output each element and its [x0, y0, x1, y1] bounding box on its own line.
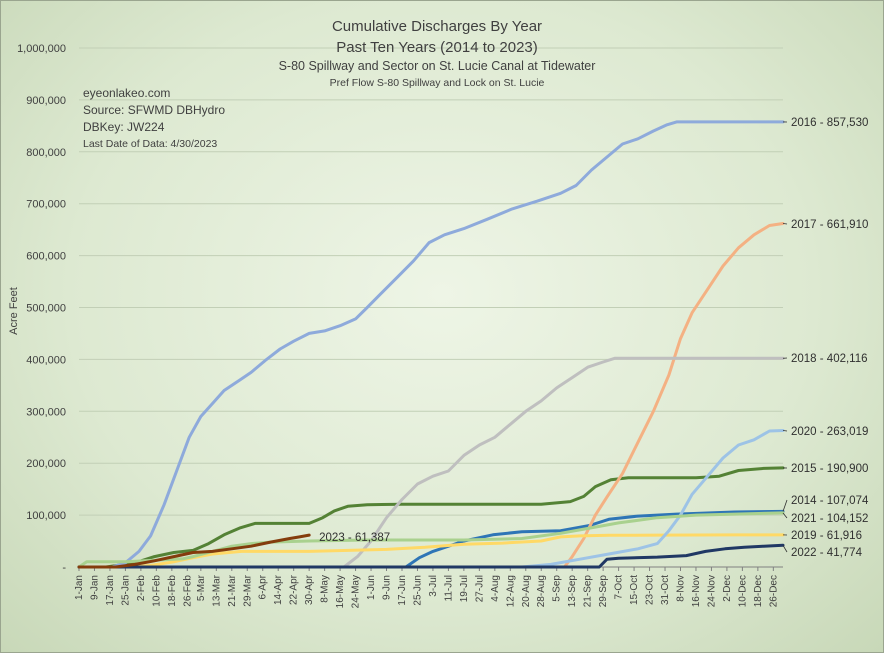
x-tick-label: 12-Aug: [505, 575, 516, 607]
x-tick-label: 26-Dec: [768, 575, 779, 607]
x-tick-label: 25-Jun: [412, 575, 423, 606]
x-tick-label: 13-Sep: [567, 575, 578, 608]
y-tick-label: 300,000: [26, 406, 66, 418]
info-source: Source: SFWMD DBHydro: [83, 103, 225, 117]
series-label-2018: 2018 - 402,116: [791, 353, 868, 365]
series-line-2014: [77, 509, 785, 569]
series-labels: 2014 - 107,074 2015 - 190,900 2016 - 857,5…: [319, 117, 869, 559]
series-label-2015: 2015 - 190,900: [791, 463, 868, 475]
x-tick-label: 21-Mar: [227, 574, 238, 606]
series-label-2023: 2023 - 61,387: [319, 532, 390, 544]
gridlines: [79, 47, 783, 516]
leader-line-2014: [782, 499, 788, 512]
series-line-2018: [77, 356, 785, 569]
leader-line-2021: [782, 512, 788, 519]
x-tick-label: 20-Aug: [521, 575, 532, 607]
x-tick-label: 16-May: [335, 575, 346, 608]
x-tick-label: 6-Apr: [258, 574, 269, 599]
info-site: eyeonlakeo.com: [83, 86, 170, 100]
x-tick-label: 18-Dec: [753, 575, 764, 607]
x-tick-label: 18-Feb: [167, 575, 178, 607]
series-lines: [77, 120, 785, 569]
leader-line-2017: [782, 223, 788, 225]
x-tick-label: 16-Nov: [691, 575, 702, 607]
x-tick-label: 27-Jul: [474, 575, 485, 602]
x-tick-label: 4-Aug: [490, 575, 501, 602]
x-tick-label: 29-Mar: [242, 574, 253, 606]
series-label-2016: 2016 - 857,530: [791, 117, 868, 129]
chart-title: Cumulative Discharges By Year: [332, 18, 542, 35]
series-line-2015: [77, 466, 785, 569]
series-label-2022: 2022 - 41,774: [791, 547, 863, 559]
x-tick-label: 24-Nov: [706, 575, 717, 607]
x-tick-label: 25-Jan: [120, 575, 131, 606]
x-tick-label: 10-Feb: [151, 575, 162, 607]
series-label-2014: 2014 - 107,074: [791, 495, 869, 507]
info-dbkey: DBKey: JW224: [83, 120, 165, 134]
x-tick-label: 7-Oct: [614, 575, 625, 600]
axes: - 100,000 200,000 300,000 400,000 500,000 600,…: [17, 43, 783, 608]
series-label-2021: 2021 - 104,152: [791, 513, 868, 525]
series-line-2020: [77, 429, 785, 569]
y-tick-label: 700,000: [26, 199, 66, 211]
chart-subtitle-2: S-80 Spillway and Sector on St. Lucie Ca…: [279, 59, 596, 73]
x-tick-label: 1-Jun: [366, 575, 377, 600]
x-tick-label: 17-Jun: [397, 575, 408, 606]
x-tick-label: 11-Jul: [443, 575, 454, 602]
x-tick-label: 15-Oct: [629, 575, 640, 605]
x-tick-label: 23-Oct: [645, 575, 656, 605]
x-tick-label: 29-Sep: [598, 575, 609, 608]
y-tick-label: 400,000: [26, 354, 66, 366]
leader-line-2020: [782, 430, 788, 432]
x-tick-label: 8-May: [320, 575, 331, 603]
y-axis-label: Acre Feet: [8, 287, 20, 335]
y-tick-label: 600,000: [26, 251, 66, 263]
chart-subtitle: Past Ten Years (2014 to 2023): [336, 39, 538, 56]
series-line-2022: [77, 543, 785, 569]
y-tick-label: 100,000: [26, 510, 66, 522]
x-tick-label: 2-Dec: [722, 575, 733, 602]
x-tick-label: 26-Feb: [182, 575, 193, 607]
x-tick-label: 1-Jan: [74, 575, 85, 600]
y-tick-label: 200,000: [26, 458, 66, 470]
x-tick-label: 30-Apr: [304, 574, 315, 605]
series-label-2017: 2017 - 661,910: [791, 219, 868, 231]
y-tick-label: -: [62, 562, 66, 574]
x-tick-label: 5-Sep: [552, 575, 563, 602]
x-tick-label: 14-Apr: [273, 574, 284, 605]
x-tick-label: 19-Jul: [459, 575, 470, 602]
info-last-date: Last Date of Data: 4/30/2023: [83, 138, 217, 150]
y-tick-label: 500,000: [26, 303, 66, 315]
x-tick-label: 13-Mar: [211, 574, 222, 606]
x-tick-label: 8-Nov: [675, 575, 686, 602]
x-tick-label: 9-Jun: [382, 575, 393, 600]
series-line-2019: [77, 533, 785, 569]
x-tick-label: 22-Apr: [289, 574, 300, 605]
series-line-2016: [77, 120, 785, 569]
leader-line-2022: [782, 545, 788, 553]
x-tick-label: 21-Sep: [583, 575, 594, 608]
x-tick-label: 3-Jul: [428, 575, 439, 597]
x-tick-label: 17-Jan: [105, 575, 116, 606]
series-line-2017: [77, 222, 785, 569]
y-tick-label: 800,000: [26, 147, 66, 159]
chart-subtitle-3: Pref Flow S-80 Spillway and Lock on St. …: [330, 77, 545, 89]
x-tick-label: 24-May: [351, 575, 362, 608]
y-tick-label: 900,000: [26, 95, 66, 107]
x-tick-label: 10-Dec: [737, 575, 748, 607]
x-tick-label: 28-Aug: [536, 575, 547, 607]
x-tick-label: 31-Oct: [660, 575, 671, 605]
series-line-2023: [77, 533, 311, 569]
series-label-2019: 2019 - 61,916: [791, 530, 862, 542]
series-label-2020: 2020 - 263,019: [791, 426, 868, 438]
x-tick-label: 2-Feb: [136, 575, 147, 602]
x-tick-label: 9-Jan: [89, 575, 100, 600]
y-tick-label: 1,000,000: [17, 43, 66, 55]
x-tick-label: 5-Mar: [196, 574, 207, 601]
